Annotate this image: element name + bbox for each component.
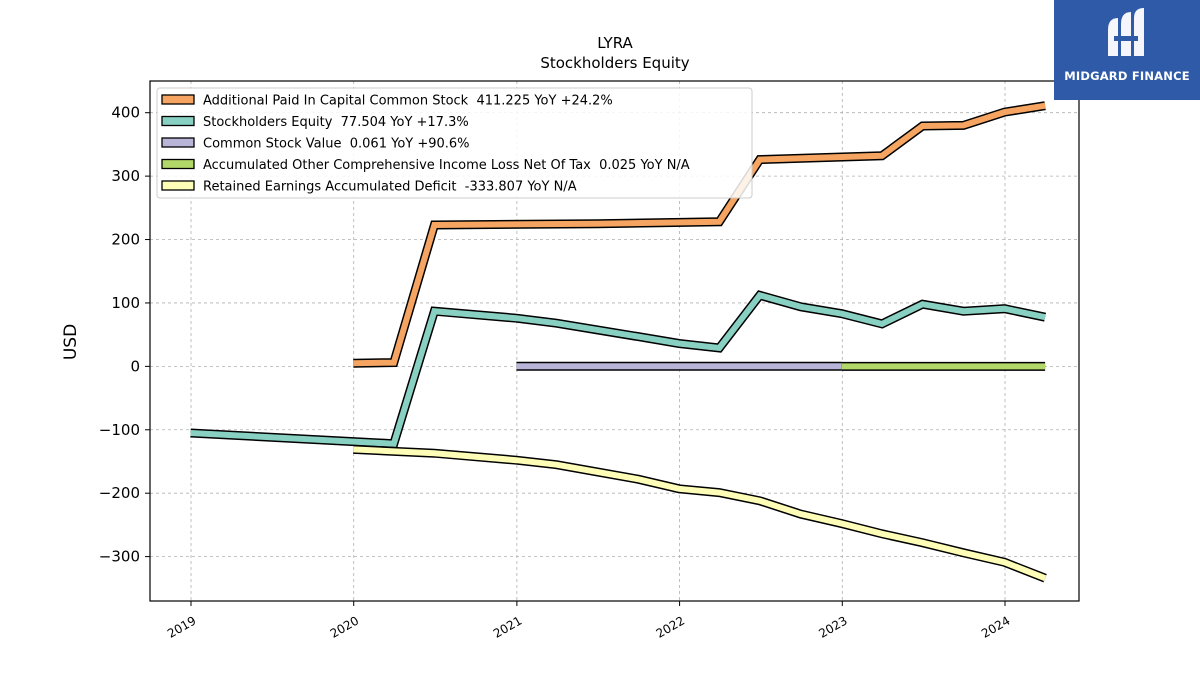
y-tick-label: −100	[99, 421, 140, 439]
brand-name: MIDGARD FINANCE	[1064, 69, 1190, 83]
legend-label: Retained Earnings Accumulated Deficit -3…	[203, 180, 577, 195]
y-tick-label: −300	[99, 548, 140, 566]
legend-box	[156, 87, 753, 199]
legend-swatch	[161, 158, 195, 170]
midgard-logo-icon	[1108, 8, 1144, 56]
legend-label: Additional Paid In Capital Common Stock …	[203, 94, 613, 109]
series-line-outline	[353, 444, 1047, 583]
chart-title: LYRA	[597, 34, 633, 52]
midgard-finance-badge: MIDGARD FINANCE	[1054, 0, 1200, 100]
series-line	[353, 102, 1046, 367]
y-tick-label: 0	[130, 357, 140, 375]
legend-swatch	[161, 115, 195, 127]
legend-swatch	[161, 137, 195, 148]
y-tick-label: 300	[111, 167, 140, 185]
legend-label: Accumulated Other Comprehensive Income L…	[203, 158, 690, 173]
legend: Additional Paid In Capital Common Stock …	[156, 87, 753, 199]
series-line	[190, 291, 1046, 447]
legend-swatch	[161, 94, 195, 105]
y-tick-label: 100	[111, 294, 140, 312]
x-tick-label: 2019	[165, 613, 198, 640]
legend-swatch	[161, 180, 195, 191]
series-line	[353, 446, 1047, 581]
chart-subtitle: Stockholders Equity	[540, 54, 689, 72]
y-tick-label: −200	[99, 484, 140, 502]
x-tick-label: 2021	[491, 613, 524, 640]
series-4	[353, 444, 1047, 583]
series-layer	[190, 101, 1047, 583]
y-axis-label: USD	[61, 324, 81, 360]
series-1	[190, 290, 1047, 449]
plot-frame	[149, 80, 1080, 602]
x-tick-label: 2022	[654, 613, 687, 640]
legend-label: Stockholders Equity 77.504 YoY +17.3%	[203, 115, 469, 130]
x-tick-label: 2023	[816, 613, 849, 640]
legend-label: Common Stock Value 0.061 YoY +90.6%	[203, 137, 470, 152]
x-tick-label: 2024	[979, 613, 1012, 640]
series-0	[353, 101, 1046, 368]
y-tick-label: 400	[111, 104, 140, 122]
x-tick-label: 2020	[328, 613, 361, 640]
y-tick-label: 200	[111, 231, 140, 249]
